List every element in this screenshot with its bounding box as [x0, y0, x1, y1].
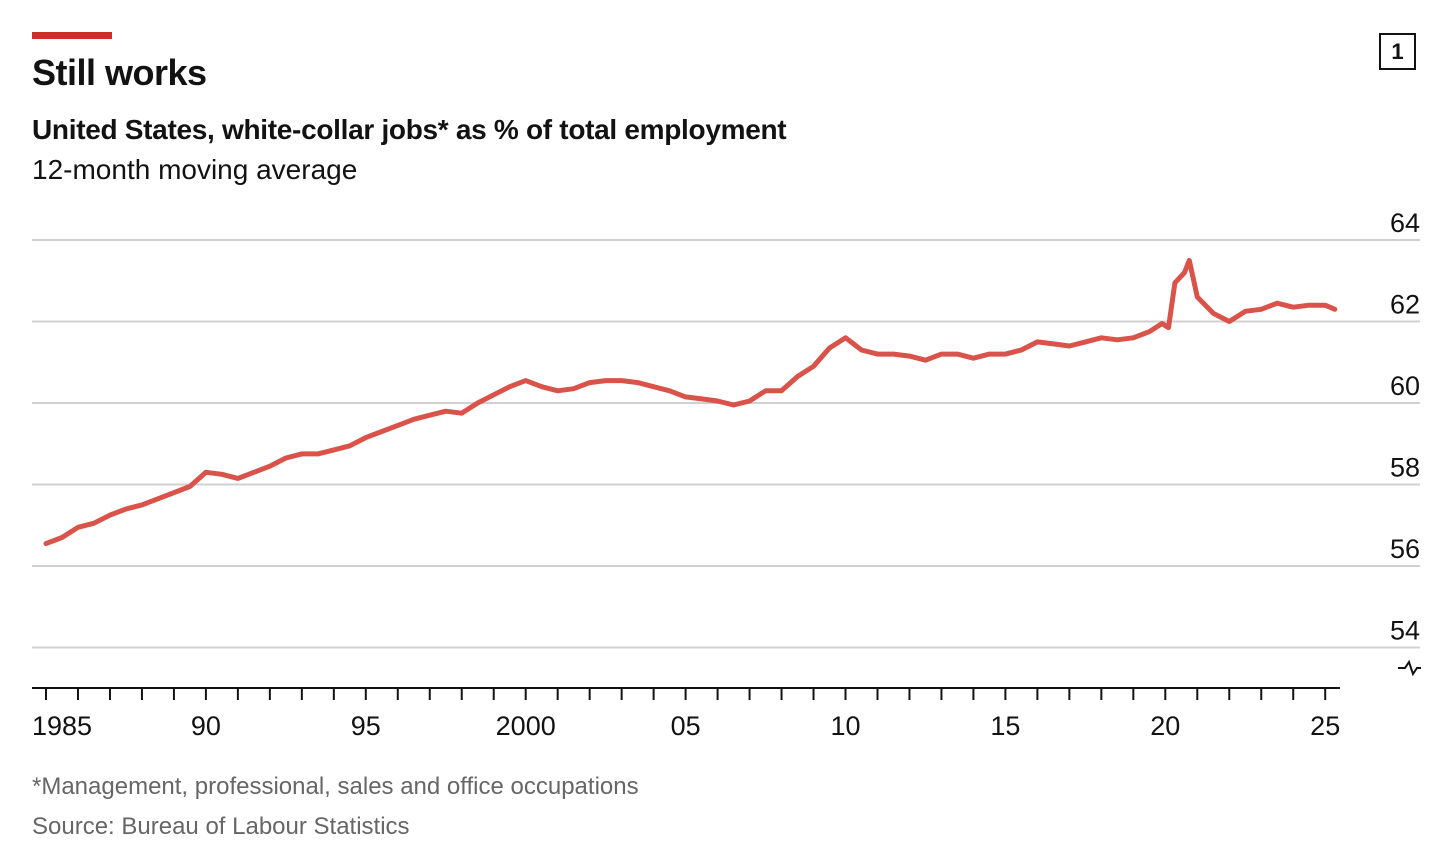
y-tick-label-58: 58	[1390, 453, 1420, 483]
source-note: Source: Bureau of Labour Statistics	[32, 813, 410, 840]
x-axis: 1985 90 95 2000 05 10 15 20 25	[32, 687, 1340, 741]
line-chart: 54 56 58 60 62 64 1985 90 95 2000 05 10 15 20 25	[32, 208, 1421, 741]
y-tick-label-56: 56	[1390, 534, 1420, 564]
chart-subsubtitle: 12-month moving average	[32, 154, 358, 185]
chart-subtitle: United States, white-collar jobs* as % o…	[32, 114, 787, 145]
gridlines	[32, 239, 1420, 649]
series-line-0	[43, 257, 1338, 547]
x-tick-label-2000: 2000	[496, 711, 556, 741]
x-tick-label-2005: 05	[671, 711, 701, 741]
x-tick-label-2020: 20	[1150, 711, 1180, 741]
x-tick-label-1990: 90	[191, 711, 221, 741]
axis-break-icon	[1398, 659, 1421, 677]
y-tick-label-60: 60	[1390, 371, 1420, 401]
x-tick-label-2025: 25	[1310, 711, 1340, 741]
x-tick-label-2015: 15	[990, 711, 1020, 741]
x-tick-label-2010: 10	[830, 711, 860, 741]
y-axis-tick-labels: 54 56 58 60 62 64	[1390, 208, 1421, 677]
accent-bar	[32, 32, 112, 39]
y-tick-label-54: 54	[1390, 616, 1420, 646]
y-tick-label-62: 62	[1390, 290, 1420, 320]
chart-number-badge: 1	[1379, 33, 1416, 70]
x-tick-label-1985: 1985	[32, 711, 92, 741]
series-layer	[43, 257, 1338, 547]
y-tick-label-64: 64	[1390, 208, 1420, 238]
x-tick-label-1995: 95	[351, 711, 381, 741]
chart-title: Still works	[32, 52, 207, 93]
footnote: *Management, professional, sales and off…	[32, 773, 639, 800]
